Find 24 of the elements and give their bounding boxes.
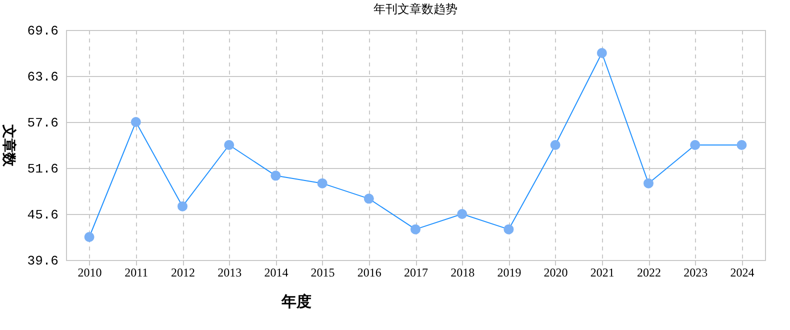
x-tick-label: 2023 [684,266,708,280]
x-tick-label: 2022 [637,266,661,280]
y-tick-label: 39.6 [27,254,58,268]
x-tick-label: 2013 [218,266,242,280]
x-tick-label: 2019 [497,266,522,280]
x-tick-label: 2018 [450,266,475,280]
y-tick-label: 57.6 [27,116,58,130]
x-tick-label: 2012 [171,266,195,280]
x-tick-label: 2014 [264,266,288,280]
x-tick-label: 2011 [124,266,148,280]
y-axis-title: 文章数 [0,124,18,168]
x-tick-label: 2015 [310,266,335,280]
x-tick-label: 2020 [544,266,568,280]
x-tick-label: 2021 [590,266,614,280]
y-tick-label: 69.6 [27,24,58,38]
y-tick-label: 51.6 [27,162,58,176]
x-tick-label: 2017 [404,266,428,280]
y-tick-label: 63.6 [27,70,58,84]
x-axis-title: 年度 [280,292,312,310]
y-tick-label: 45.6 [27,208,58,222]
x-tick-label: 2016 [357,266,382,280]
chart-title: 年刊文章数趋势 [374,2,458,16]
x-tick-label: 2010 [78,266,102,280]
x-tick-label: 2024 [730,266,754,280]
